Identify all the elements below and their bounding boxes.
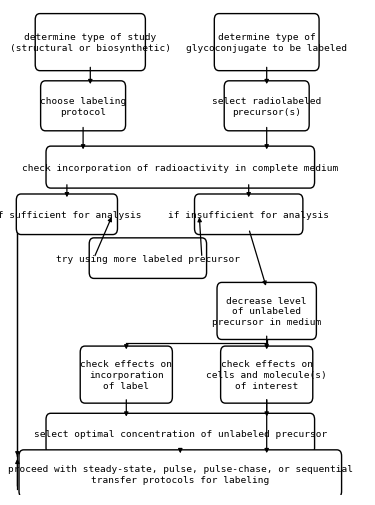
Text: proceed with steady-state, pulse, pulse-chase, or sequential
transfer protocols : proceed with steady-state, pulse, pulse-… xyxy=(8,464,353,484)
FancyBboxPatch shape xyxy=(89,238,207,279)
FancyBboxPatch shape xyxy=(19,450,342,497)
FancyBboxPatch shape xyxy=(195,194,303,235)
FancyBboxPatch shape xyxy=(224,82,309,131)
FancyBboxPatch shape xyxy=(80,346,172,403)
FancyBboxPatch shape xyxy=(220,346,313,403)
Text: decrease level
of unlabeled
precursor in medium: decrease level of unlabeled precursor in… xyxy=(212,296,321,327)
Text: select radiolabeled
precursor(s): select radiolabeled precursor(s) xyxy=(212,97,321,117)
FancyBboxPatch shape xyxy=(214,15,319,72)
Text: determine type of study
(structural or biosynthetic): determine type of study (structural or b… xyxy=(10,33,171,53)
Text: check effects on
incorporation
of label: check effects on incorporation of label xyxy=(80,360,172,390)
Text: select optimal concentration of unlabeled precursor: select optimal concentration of unlabele… xyxy=(34,429,327,438)
Text: if sufficient for analysis: if sufficient for analysis xyxy=(0,211,142,219)
FancyBboxPatch shape xyxy=(217,283,316,340)
Text: check incorporation of radioactivity in complete medium: check incorporation of radioactivity in … xyxy=(22,163,338,172)
Text: try using more labeled precursor: try using more labeled precursor xyxy=(56,254,240,263)
Text: if insufficient for analysis: if insufficient for analysis xyxy=(168,211,329,219)
FancyBboxPatch shape xyxy=(40,82,126,131)
Text: determine type of
glycoconjugate to be labeled: determine type of glycoconjugate to be l… xyxy=(186,33,347,53)
Text: choose labeling
protocol: choose labeling protocol xyxy=(40,97,126,117)
FancyBboxPatch shape xyxy=(46,414,315,454)
FancyBboxPatch shape xyxy=(35,15,146,72)
Text: check effects on
cells and molecule(s)
of interest: check effects on cells and molecule(s) o… xyxy=(206,360,327,390)
FancyBboxPatch shape xyxy=(46,147,315,189)
FancyBboxPatch shape xyxy=(16,194,117,235)
